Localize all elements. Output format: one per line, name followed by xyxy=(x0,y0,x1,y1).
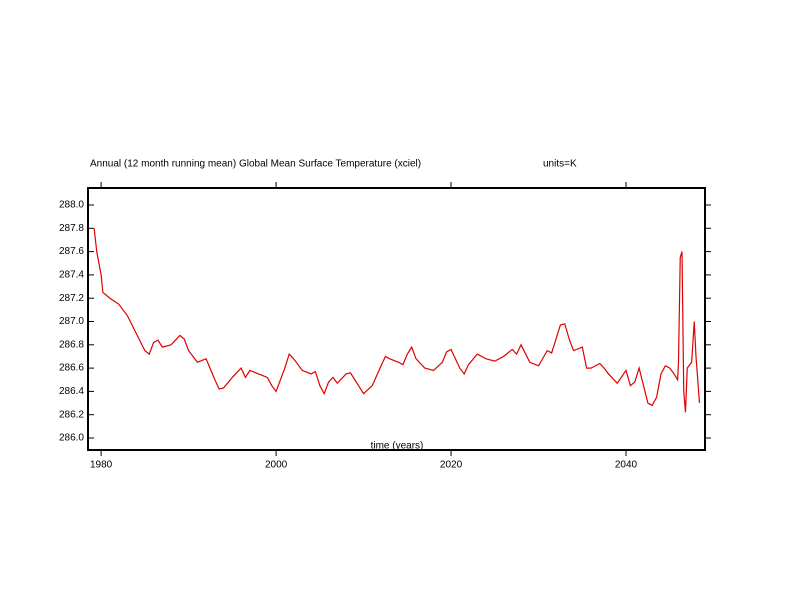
x-tick-label: 2040 xyxy=(615,460,638,471)
y-tick-label: 287.4 xyxy=(59,270,84,281)
x-tick-label: 1980 xyxy=(90,460,113,471)
chart-title: Annual (12 month running mean) Global Me… xyxy=(90,159,421,170)
y-tick-label: 287.0 xyxy=(59,316,84,327)
x-tick-label: 2000 xyxy=(265,460,288,471)
y-tick-label: 288.0 xyxy=(59,200,84,211)
y-tick-label: 287.8 xyxy=(59,223,84,234)
y-tick-label: 286.0 xyxy=(59,433,84,444)
data-line xyxy=(93,228,701,413)
y-tick-label: 286.2 xyxy=(59,409,84,420)
x-axis-label: time (years) xyxy=(371,441,424,452)
y-tick-label: 287.2 xyxy=(59,293,84,304)
x-tick-label: 2020 xyxy=(440,460,463,471)
plot-frame xyxy=(87,187,706,451)
y-tick-label: 286.8 xyxy=(59,339,84,350)
units-label: units=K xyxy=(543,159,577,170)
y-tick-label: 286.4 xyxy=(59,386,84,397)
y-tick-label: 286.6 xyxy=(59,363,84,374)
y-tick-label: 287.6 xyxy=(59,246,84,257)
